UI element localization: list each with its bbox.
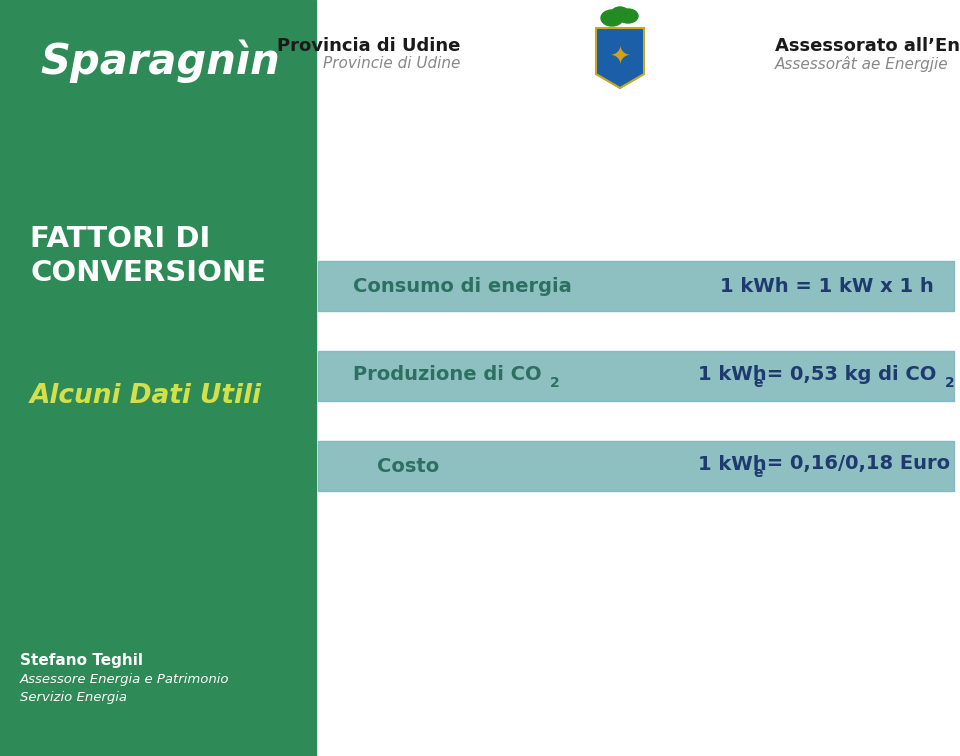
Text: Assessore Energia e Patrimonio: Assessore Energia e Patrimonio bbox=[20, 674, 229, 686]
Text: Stefano Teghil: Stefano Teghil bbox=[20, 653, 143, 668]
Ellipse shape bbox=[618, 9, 638, 23]
Text: Produzione di CO: Produzione di CO bbox=[353, 364, 541, 383]
Text: Costo: Costo bbox=[377, 457, 439, 476]
Text: = 0,53 kg di CO: = 0,53 kg di CO bbox=[760, 364, 936, 383]
Text: ✦: ✦ bbox=[610, 46, 631, 70]
Text: Assessorato all’Energia: Assessorato all’Energia bbox=[775, 37, 960, 55]
Text: Consumo di energia: Consumo di energia bbox=[353, 277, 572, 296]
Text: Provincia di Udine: Provincia di Udine bbox=[276, 37, 460, 55]
Text: FATTORI DI
CONVERSIONE: FATTORI DI CONVERSIONE bbox=[30, 225, 266, 287]
Text: 2: 2 bbox=[945, 376, 955, 390]
Bar bbox=[0, 0, 310, 756]
Ellipse shape bbox=[601, 10, 623, 26]
Text: e: e bbox=[753, 466, 762, 480]
Text: 1 kWh: 1 kWh bbox=[698, 364, 767, 383]
Polygon shape bbox=[596, 28, 644, 88]
Text: e: e bbox=[753, 376, 762, 390]
Ellipse shape bbox=[611, 7, 629, 21]
Bar bbox=[318, 441, 954, 491]
Text: 1 kWh: 1 kWh bbox=[698, 454, 767, 473]
Text: Servizio Energia: Servizio Energia bbox=[20, 690, 127, 704]
Bar bbox=[310, 0, 316, 756]
Text: Alcuni Dati Utili: Alcuni Dati Utili bbox=[30, 383, 262, 409]
Text: = 0,16/0,18 Euro: = 0,16/0,18 Euro bbox=[760, 454, 950, 473]
Text: Sparagnìn: Sparagnìn bbox=[40, 39, 280, 82]
Text: Assessorât ae Energjie: Assessorât ae Energjie bbox=[775, 56, 948, 72]
Bar bbox=[318, 261, 954, 311]
Text: 1 kWh = 1 kW x 1 h: 1 kWh = 1 kW x 1 h bbox=[720, 277, 934, 296]
Bar bbox=[318, 351, 954, 401]
Text: Provincie di Udine: Provincie di Udine bbox=[323, 57, 460, 72]
Text: 2: 2 bbox=[550, 376, 560, 390]
